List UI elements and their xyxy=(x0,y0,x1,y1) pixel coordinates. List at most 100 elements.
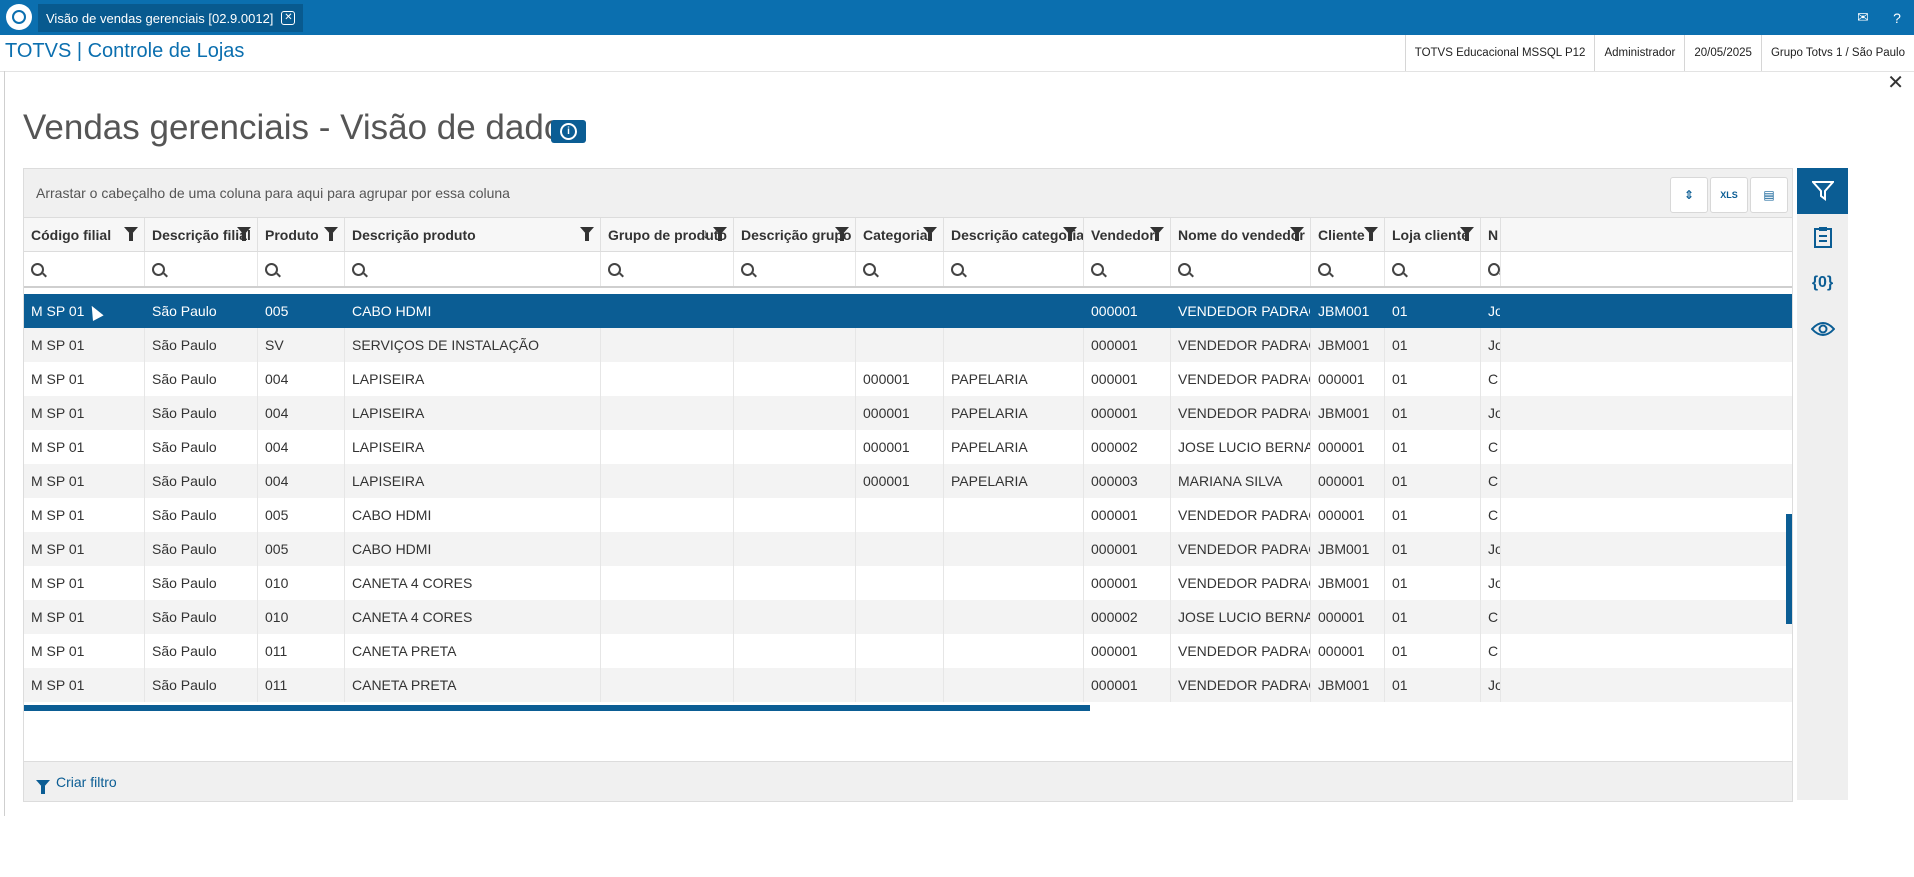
filter-input-categoria[interactable] xyxy=(856,252,944,286)
header-loja-cliente[interactable]: Loja cliente xyxy=(1385,218,1481,251)
group-panel[interactable]: Arrastar o cabeçalho de uma coluna para … xyxy=(24,169,1792,218)
filter-input-codigo-filial[interactable] xyxy=(24,252,145,286)
table-row[interactable]: M SP 01 São Paulo 005 CABO HDMI 000001 VENDED… xyxy=(24,294,1792,328)
column-filter-icon[interactable] xyxy=(923,227,937,241)
cell-loja-cliente: 01 xyxy=(1385,634,1481,668)
clipboard-icon[interactable] xyxy=(1797,214,1848,260)
cell-vendedor: 000001 xyxy=(1084,294,1171,328)
cell-descricao-produto: CABO HDMI xyxy=(345,294,601,328)
column-filter-icon[interactable] xyxy=(1364,227,1378,241)
variables-icon[interactable]: {0} xyxy=(1811,274,1834,291)
collapse-rows-button[interactable]: ⇕ xyxy=(1670,177,1708,213)
table-row[interactable]: M SP 01 São Paulo 005 CABO HDMI 000001 VENDED… xyxy=(24,498,1792,532)
mail-icon[interactable]: ✉ xyxy=(1857,9,1869,25)
header-cliente[interactable]: Cliente xyxy=(1311,218,1385,251)
filter-input-descricao-grupo[interactable] xyxy=(734,252,856,286)
cell-descricao-produto: LAPISEIRA xyxy=(345,362,601,396)
table-row[interactable]: M SP 01 São Paulo 011 CANETA PRETA 000001 VEN… xyxy=(24,668,1792,702)
cell-categoria xyxy=(856,668,944,702)
cell-nome-vendedor: VENDEDOR PADRAO xyxy=(1171,362,1311,396)
cell-descricao-grupo xyxy=(734,430,856,464)
header-descricao-produto[interactable]: Descrição produto xyxy=(345,218,601,251)
header-descricao-categoria[interactable]: Descrição categoria xyxy=(944,218,1084,251)
filter-input-vendedor[interactable] xyxy=(1084,252,1171,286)
cell-cliente: 000001 xyxy=(1311,362,1385,396)
table-row[interactable]: M SP 01 São Paulo 004 LAPISEIRA 000001 PAPELA… xyxy=(24,464,1792,498)
filter-input-nome-vendedor[interactable] xyxy=(1171,252,1311,286)
column-filter-icon[interactable] xyxy=(124,227,138,241)
header-produto[interactable]: Produto xyxy=(258,218,345,251)
column-filter-icon[interactable] xyxy=(580,227,594,241)
tab-close-icon[interactable]: ✕ xyxy=(281,11,296,25)
header-nome-vendedor[interactable]: Nome do vendedor xyxy=(1171,218,1311,251)
table-row[interactable]: M SP 01 São Paulo 005 CABO HDMI 000001 VENDED… xyxy=(24,532,1792,566)
cell-n: Jo xyxy=(1481,396,1501,430)
column-filter-icon[interactable] xyxy=(1460,227,1474,241)
column-filter-icon[interactable] xyxy=(237,227,251,241)
header-label: Loja cliente xyxy=(1392,226,1470,243)
cell-descricao-filial: São Paulo xyxy=(145,600,258,634)
create-filter-link[interactable]: Criar filtro xyxy=(36,774,117,794)
header-categoria[interactable]: Categoria xyxy=(856,218,944,251)
header-grupo-produto[interactable]: Grupo de produto ↓ xyxy=(601,218,734,251)
column-filter-icon[interactable] xyxy=(324,227,338,241)
cell-descricao-produto: LAPISEIRA xyxy=(345,430,601,464)
environment-info: TOTVS Educacional MSSQL P12 xyxy=(1404,35,1595,71)
cell-descricao-produto: LAPISEIRA xyxy=(345,464,601,498)
sort-desc-icon: ↓ xyxy=(702,226,710,241)
cell-grupo-produto xyxy=(601,328,734,362)
column-filter-icon[interactable] xyxy=(1290,227,1304,241)
cell-produto: SV xyxy=(258,328,345,362)
header-descricao-filial[interactable]: Descrição filial xyxy=(145,218,258,251)
filter-input-descricao-filial[interactable] xyxy=(145,252,258,286)
cell-descricao-grupo xyxy=(734,634,856,668)
table-row[interactable]: M SP 01 São Paulo 011 CANETA PRETA 000001 VEN… xyxy=(24,634,1792,668)
vertical-scrollbar[interactable] xyxy=(1786,514,1792,624)
column-filter-icon[interactable] xyxy=(713,227,727,241)
info-button[interactable]: i xyxy=(551,120,586,143)
filter-icon[interactable] xyxy=(1797,168,1848,214)
filter-input-descricao-produto[interactable] xyxy=(345,252,601,286)
column-filter-icon[interactable] xyxy=(1150,227,1164,241)
search-icon xyxy=(1318,262,1331,276)
table-row[interactable]: M SP 01 São Paulo 010 CANETA 4 CORES 000001 V… xyxy=(24,566,1792,600)
cell-produto: 010 xyxy=(258,566,345,600)
tab-visao-vendas[interactable]: Visão de vendas gerenciais [02.9.0012] ✕ xyxy=(38,4,304,32)
cell-descricao-categoria xyxy=(944,566,1084,600)
info-icon: i xyxy=(560,123,577,140)
close-page-icon[interactable]: ✕ xyxy=(1887,72,1904,94)
header-codigo-filial[interactable]: Código filial xyxy=(24,218,145,251)
table-row[interactable]: M SP 01 São Paulo 004 LAPISEIRA 000001 PAPELA… xyxy=(24,396,1792,430)
header-vendedor[interactable]: Vendedor xyxy=(1084,218,1171,251)
filter-input-grupo-produto[interactable] xyxy=(601,252,734,286)
search-icon xyxy=(951,262,964,276)
header-n[interactable]: N xyxy=(1481,218,1501,251)
cell-cliente: 000001 xyxy=(1311,600,1385,634)
cell-descricao-filial: São Paulo xyxy=(145,532,258,566)
column-filter-icon[interactable] xyxy=(835,227,849,241)
filter-input-n[interactable] xyxy=(1481,252,1501,286)
page-title: Vendas gerenciais - Visão de dados xyxy=(23,108,581,147)
horizontal-scrollbar[interactable] xyxy=(24,705,1090,711)
cell-descricao-produto: CANETA 4 CORES xyxy=(345,566,601,600)
column-filter-icon[interactable] xyxy=(1063,227,1077,241)
window-titlebar: Visão de vendas gerenciais [02.9.0012] ✕… xyxy=(0,0,1914,35)
cell-grupo-produto xyxy=(601,362,734,396)
filter-input-produto[interactable] xyxy=(258,252,345,286)
header-label: Grupo de produto xyxy=(608,226,727,243)
help-icon[interactable]: ? xyxy=(1893,9,1901,26)
cell-loja-cliente: 01 xyxy=(1385,396,1481,430)
eye-icon[interactable] xyxy=(1797,306,1848,352)
column-chooser-button[interactable]: ▤ xyxy=(1750,177,1788,213)
filter-input-loja-cliente[interactable] xyxy=(1385,252,1481,286)
table-row[interactable]: M SP 01 São Paulo 010 CANETA 4 CORES 000002 J… xyxy=(24,600,1792,634)
export-xls-button[interactable]: XLS xyxy=(1710,177,1748,213)
filter-input-descricao-categoria[interactable] xyxy=(944,252,1084,286)
table-row[interactable]: M SP 01 São Paulo 004 LAPISEIRA 000001 PAPELA… xyxy=(24,362,1792,396)
header-descricao-grupo[interactable]: Descrição grupo xyxy=(734,218,856,251)
cell-codigo-filial: M SP 01 xyxy=(24,362,145,396)
table-row[interactable]: M SP 01 São Paulo SV SERVIÇOS DE INSTALAÇÃO… xyxy=(24,328,1792,362)
table-row[interactable]: M SP 01 São Paulo 004 LAPISEIRA 000001 PAPELA… xyxy=(24,430,1792,464)
cell-descricao-produto: LAPISEIRA xyxy=(345,396,601,430)
filter-input-cliente[interactable] xyxy=(1311,252,1385,286)
